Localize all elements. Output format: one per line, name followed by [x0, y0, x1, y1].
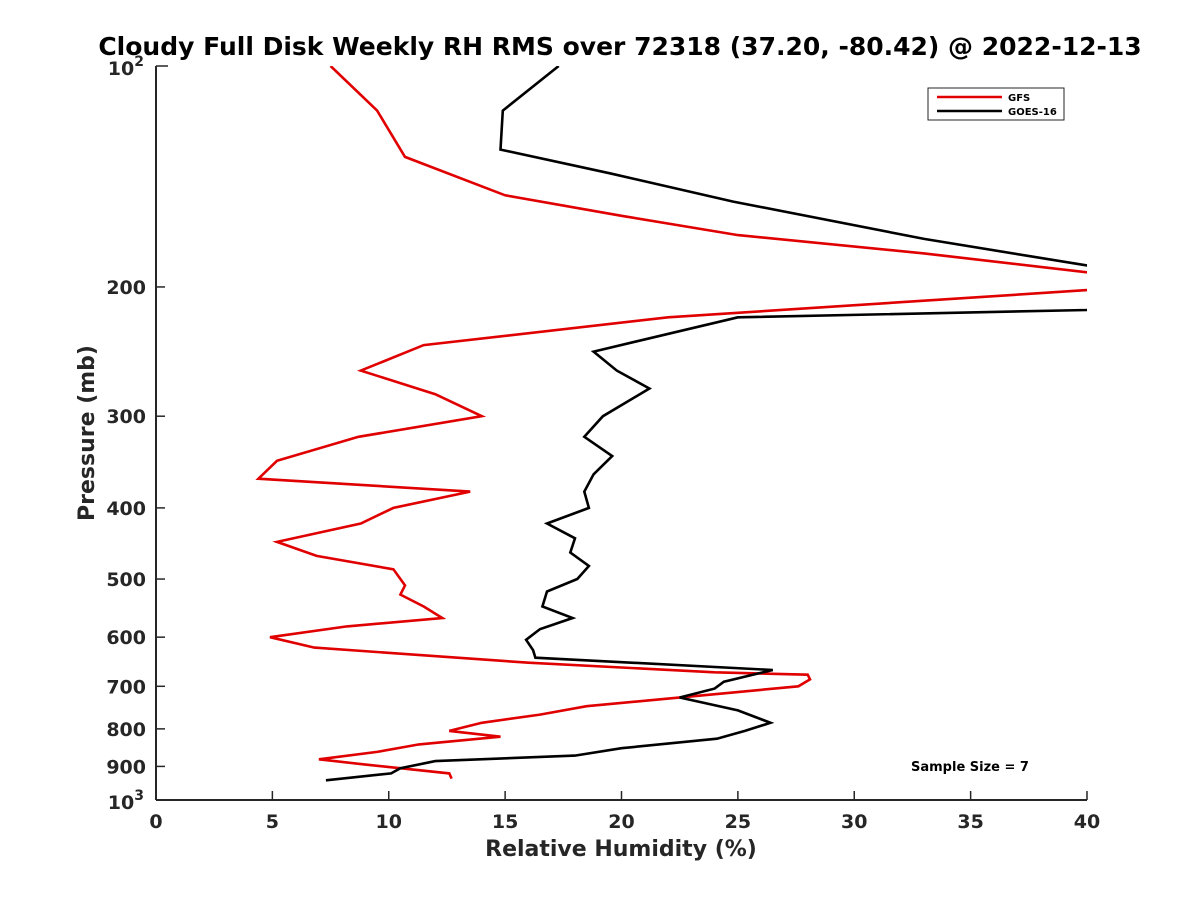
y-tick-label: 700 [106, 676, 146, 698]
series-layer [255, 66, 1087, 782]
x-tick-label: 30 [841, 811, 867, 833]
x-axis-ticks: 0 5 10 15 20 25 30 35 40 [149, 791, 1100, 833]
series-line-gfs [255, 66, 1087, 780]
x-tick-label: 5 [266, 811, 279, 833]
y-tick-label: 500 [106, 569, 146, 591]
y-tick-label: 900 [106, 756, 146, 778]
legend: GFS GOES-16 [927, 87, 1065, 121]
x-tick-label: 15 [492, 811, 518, 833]
x-tick-label: 10 [376, 811, 402, 833]
tick-base: 10 [108, 58, 134, 80]
x-tick-label: 20 [608, 811, 634, 833]
plot-area [155, 66, 1087, 801]
x-tick-label: 0 [149, 811, 162, 833]
x-tick-label: 40 [1074, 811, 1100, 833]
y-end-tick-label: 103 [108, 788, 144, 814]
y-tick-label: 400 [106, 498, 146, 520]
chart-title: Cloudy Full Disk Weekly RH RMS over 7231… [98, 32, 1141, 61]
x-tick-label: 25 [725, 811, 751, 833]
tick-exponent: 3 [134, 788, 144, 804]
y-tick-label: 300 [106, 406, 146, 428]
x-tick-label: 35 [957, 811, 983, 833]
tick-exponent: 2 [134, 54, 144, 70]
y-end-tick-label: 102 [108, 54, 144, 80]
x-axis-label: Relative Humidity (%) [485, 837, 757, 862]
series-line-goes-16 [325, 66, 1087, 782]
y-tick-label: 200 [106, 277, 146, 299]
tick-base: 10 [108, 792, 134, 814]
y-tick-label: 800 [106, 719, 146, 741]
sample-size-annotation: Sample Size = 7 [911, 760, 1029, 775]
y-tick-label: 600 [106, 627, 146, 649]
legend-label: GOES-16 [1008, 107, 1057, 118]
legend-box [927, 87, 1065, 121]
legend-label: GFS [1008, 93, 1030, 104]
y-axis-label: Pressure (mb) [75, 345, 100, 521]
